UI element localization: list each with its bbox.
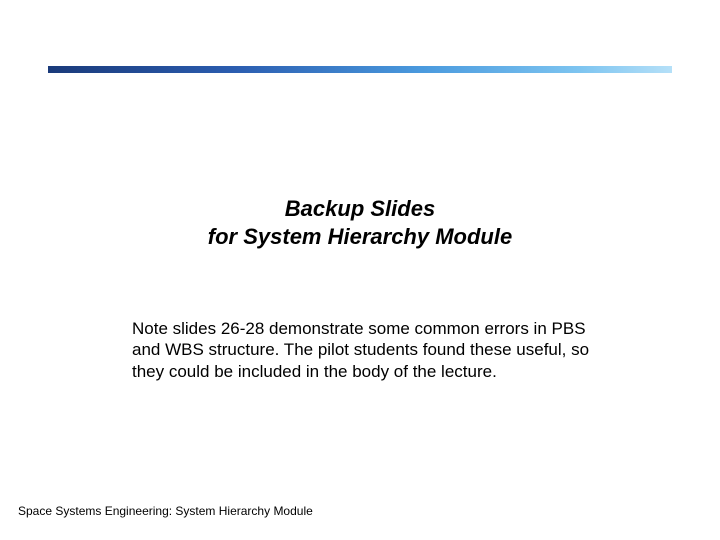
slide-title-block: Backup Slides for System Hierarchy Modul… (0, 195, 720, 250)
slide-footer: Space Systems Engineering: System Hierar… (18, 504, 313, 518)
title-line-2: for System Hierarchy Module (0, 223, 720, 251)
title-line-1: Backup Slides (0, 195, 720, 223)
header-gradient-line (48, 66, 672, 73)
slide-body-text: Note slides 26-28 demonstrate some commo… (132, 318, 610, 382)
